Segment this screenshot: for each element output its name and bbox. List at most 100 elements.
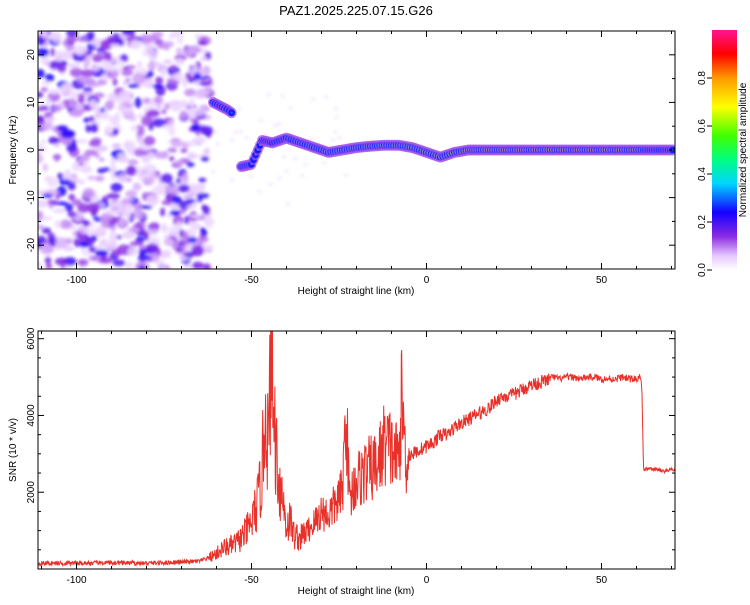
noise-blob	[198, 177, 207, 183]
noise-blob	[79, 241, 90, 248]
noise-blob	[59, 85, 67, 95]
noise-blob	[41, 193, 54, 199]
noise-blob	[300, 174, 305, 178]
noise-blob	[175, 221, 182, 231]
noise-blob	[200, 56, 208, 61]
y-tick-label: 4000	[26, 404, 37, 427]
noise-blob	[205, 84, 213, 90]
noise-blob	[178, 184, 190, 193]
noise-blob	[107, 92, 119, 103]
noise-blob	[176, 37, 184, 45]
noise-blob	[78, 161, 84, 166]
noise-blob	[186, 154, 200, 159]
noise-blob	[169, 79, 181, 85]
noise-blob	[160, 265, 167, 269]
noise-blob	[163, 238, 174, 246]
noise-blob	[259, 119, 264, 123]
noise-blob	[180, 148, 188, 153]
noise-blob	[108, 231, 118, 243]
noise-blob	[90, 196, 98, 203]
noise-blob	[149, 98, 155, 110]
noise-blob	[76, 138, 88, 144]
noise-blob	[237, 107, 242, 111]
snr-x-ticks: -100 -50 0 50	[41, 331, 672, 586]
colorbar-label: Normalized spectral amplitude	[738, 82, 749, 217]
noise-blob	[142, 78, 154, 89]
noise-blob	[263, 133, 268, 137]
noise-blob	[137, 254, 148, 263]
snr-x-label: Height of straight line (km)	[298, 586, 415, 597]
noise-blob	[90, 123, 99, 133]
noise-blob	[80, 165, 93, 174]
noise-blob	[333, 130, 338, 134]
x-tick-label: -100	[66, 275, 86, 286]
noise-blob	[78, 76, 92, 85]
noise-blob	[99, 256, 113, 264]
noise-blob	[41, 227, 52, 234]
noise-blob	[38, 224, 45, 230]
noise-blob	[58, 178, 71, 186]
noise-blob	[151, 84, 164, 89]
noise-blob	[145, 243, 159, 252]
noise-blob	[189, 98, 195, 109]
noise-blob	[204, 220, 214, 229]
noise-blob	[56, 201, 68, 206]
x-tick-label: 50	[596, 575, 608, 586]
noise-blob	[147, 49, 158, 61]
snr-frame	[37, 330, 676, 570]
noise-blob	[97, 167, 106, 174]
noise-blob	[113, 37, 124, 44]
noise-blob	[66, 142, 77, 153]
noise-blob	[56, 172, 64, 180]
noise-blob	[163, 234, 171, 239]
noise-blob	[38, 142, 43, 148]
noise-blob	[141, 192, 148, 201]
noise-blob	[114, 112, 121, 123]
noise-blob	[182, 195, 193, 200]
noise-blob	[192, 108, 206, 117]
noise-blob	[82, 87, 93, 92]
colorbar-ticks: 0.0 0.2 0.4 0.6 0.8	[697, 71, 712, 277]
y-tick-label: 6000	[26, 327, 37, 350]
noise-blob	[280, 94, 285, 98]
noise-blob	[303, 163, 308, 167]
noise-blob	[60, 129, 75, 139]
noise-blob	[189, 185, 200, 193]
noise-blob	[197, 89, 212, 96]
noise-blob	[117, 104, 127, 112]
noise-blob	[181, 172, 189, 184]
spectrogram-area	[38, 31, 675, 269]
noise-blob	[286, 202, 291, 206]
noise-blob	[54, 50, 68, 56]
noise-blob	[135, 236, 145, 243]
noise-blob	[85, 228, 99, 235]
noise-blob	[196, 192, 210, 199]
noise-blob	[191, 222, 201, 230]
noise-blob	[73, 52, 86, 62]
x-tick-label: 50	[596, 275, 608, 286]
noise-blob	[38, 235, 47, 246]
spectrogram-y-ticks: -20 -10 0 10 20	[26, 30, 675, 270]
snr-series-line	[38, 331, 675, 568]
noise-blob	[330, 138, 335, 142]
noise-blob	[193, 72, 201, 79]
noise-blob	[184, 140, 198, 147]
noise-blob	[136, 113, 144, 119]
noise-blob	[38, 36, 45, 46]
noise-blob	[165, 184, 179, 195]
noise-blob	[79, 153, 91, 162]
noise-blob	[93, 92, 105, 99]
noise-blob	[334, 116, 339, 120]
noise-blob	[83, 69, 96, 75]
noise-blob	[214, 130, 219, 134]
noise-blob	[195, 135, 205, 143]
noise-blob	[184, 88, 197, 97]
noise-blob	[95, 175, 105, 182]
figure-title: PAZ1.2025.225.07.15.G26	[279, 3, 433, 18]
noise-blob	[143, 42, 155, 52]
spectrogram-x-ticks: -100 -50 0 50	[41, 31, 672, 286]
noise-blob	[257, 189, 262, 193]
noise-blob	[71, 178, 80, 183]
noise-blob	[110, 202, 121, 208]
